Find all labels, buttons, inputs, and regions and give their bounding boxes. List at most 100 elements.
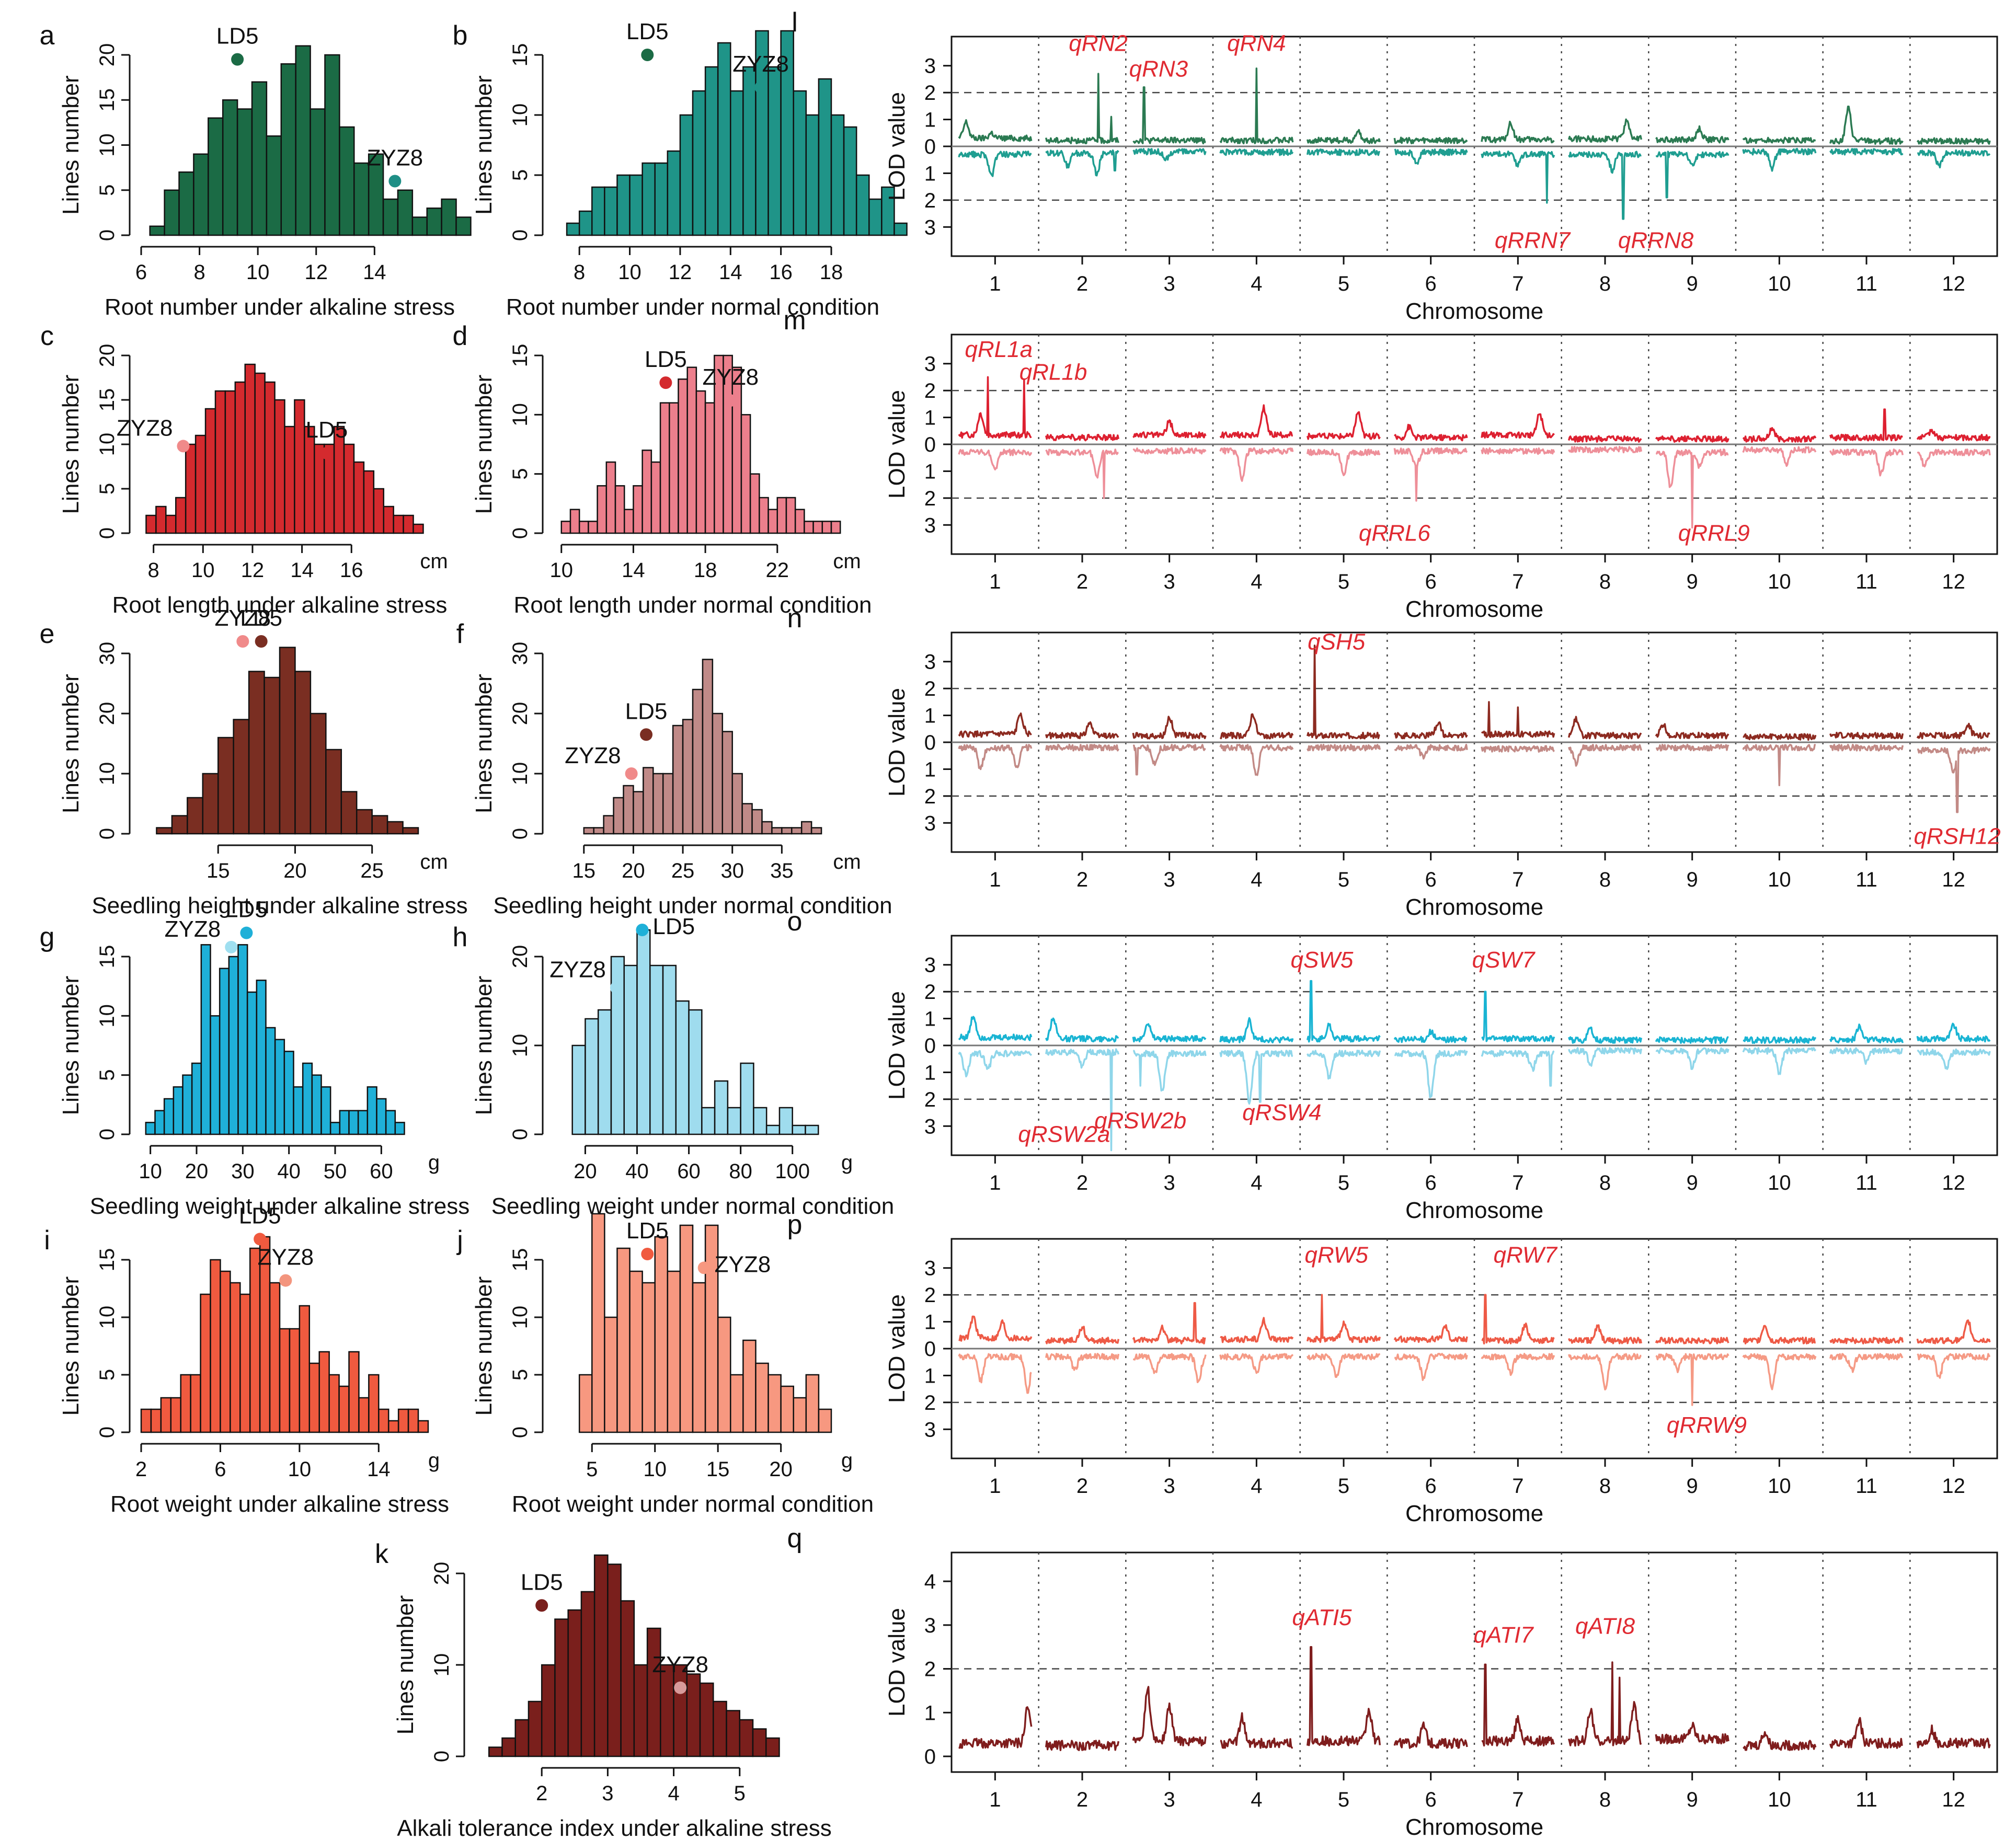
chromosome-label: 6 [1425,570,1437,593]
panel-letter: f [456,619,464,649]
histogram-bar [217,737,234,835]
histogram-bar [830,521,841,534]
marker-dot [636,924,649,936]
x-axis-label: Root weight under alkaline stress [110,1491,449,1517]
histogram-bar [623,509,634,534]
marker-dot [535,1599,548,1612]
y-tick-label: 0 [924,135,936,158]
histogram-e: e 15 20 25 0 10 20 30 Lines number Seedling heigh… [40,605,468,918]
histogram-bar [248,671,265,835]
histogram-bar [236,108,253,236]
histogram-bar [284,426,295,534]
y-tick-label: 10 [430,1653,453,1677]
y-tick-label: 15 [96,388,119,412]
histogram-bar [264,676,281,835]
lod-curve-bottom [1917,1048,1991,1070]
marker-label: ZYZ8 [117,415,173,441]
lod-curve-top [1481,120,1555,144]
chromosome-label: 11 [1855,1788,1877,1811]
histogram-bar [771,827,783,835]
unit-label: cm [833,850,861,873]
panel-letter: m [783,305,806,336]
lod-curve-top [958,712,1032,738]
chromosome-label: 4 [1251,570,1262,593]
chromosome-label: 10 [1768,1171,1791,1194]
histogram-bar [652,773,664,835]
marker-dot [641,49,654,61]
histogram-bar [210,1259,221,1433]
chromosome-label: 2 [1076,272,1088,295]
chromosome-label: 8 [1599,1475,1611,1498]
chromosome-label: 11 [1855,1171,1877,1194]
histogram-bar [633,1664,648,1757]
chromosome-label: 5 [1338,570,1349,593]
histogram-bar [751,809,763,835]
lod-curve-top [958,1016,1033,1041]
histogram-bar [175,497,187,534]
y-tick-label: 10 [96,1004,119,1028]
marker-label: LD5 [645,347,687,372]
x-axis-label: Seedling height under alkaline stress [91,893,467,918]
chromosome-label: 4 [1251,868,1262,891]
marker-dot [279,1274,292,1287]
histogram-bar [793,1397,807,1433]
histogram-bar [566,222,580,236]
histogram-bar [441,198,457,236]
y-axis-label: Lines number [58,674,84,813]
histogram-bar [623,964,638,1135]
histogram-bar [397,1408,409,1433]
lod-curve-top [1307,645,1380,740]
chromosome-label: 5 [1338,272,1349,295]
histogram-bar [810,827,822,835]
x-tick-label: 20 [769,1458,793,1481]
lod-curve-bottom [1219,148,1294,156]
histogram-bar [740,1062,754,1135]
chromosome-label: 1 [989,868,1001,891]
histogram-bar [366,1086,377,1135]
histogram-bar [793,90,807,236]
histogram-bar [727,1107,741,1135]
x-axis-label: Chromosome [1405,1814,1543,1840]
qtl-label: qRN3 [1129,56,1188,82]
lod-curve-top [1220,1317,1294,1343]
histogram-bar [650,461,661,534]
panel-letter: q [787,1523,803,1554]
histogram-bar [426,208,442,236]
histogram-bar [742,1339,757,1433]
histogram-bar [675,1000,690,1135]
chromosome-label: 11 [1855,570,1877,593]
histogram-bar [571,1044,586,1135]
qtl-label: qRW5 [1304,1242,1368,1268]
chromosome-label: 7 [1512,570,1524,593]
lod-curve-top [1829,105,1904,145]
histogram-bar [765,1124,781,1135]
histogram-bar [230,1282,241,1433]
x-tick-label: 2 [536,1782,547,1805]
histogram-bar [805,114,820,236]
histogram-bar [667,150,681,236]
histogram-bar [678,378,688,534]
lod-curve-top [1916,137,1991,145]
y-tick-label: 20 [509,945,532,969]
y-tick-label: 2 [924,1658,936,1681]
marker-dot [225,940,238,953]
histogram-bar [265,1027,276,1135]
chromosome-label: 10 [1768,570,1791,593]
lod-curve-bottom [1394,1353,1468,1381]
chromosome-label: 3 [1164,868,1175,891]
marker-dot [254,1233,267,1246]
y-tick-label: 1 [924,1008,936,1031]
histogram-bar [397,189,414,236]
histogram-f: f 15 20 25 30 35 0 10 20 30 Lines number Seedling h… [456,619,892,918]
y-axis-label: Lines number [471,1276,497,1416]
qtl-label: qSW5 [1290,947,1353,973]
histogram-bar [583,827,594,835]
x-axis-label: Chromosome [1405,1501,1543,1526]
histogram-bar [753,1107,768,1135]
histogram-bar [673,1664,688,1757]
y-tick-label: 3 [924,1418,936,1441]
histogram-k: k 2 3 4 5 0 10 20 Lines number Alkali tolerance i… [375,1539,832,1840]
histogram-a: a 6 8 10 12 14 0 5 10 15 20 Lines number Root number… [40,20,472,320]
y-tick-label: 1 [924,109,936,132]
histogram-bar [308,1362,320,1433]
